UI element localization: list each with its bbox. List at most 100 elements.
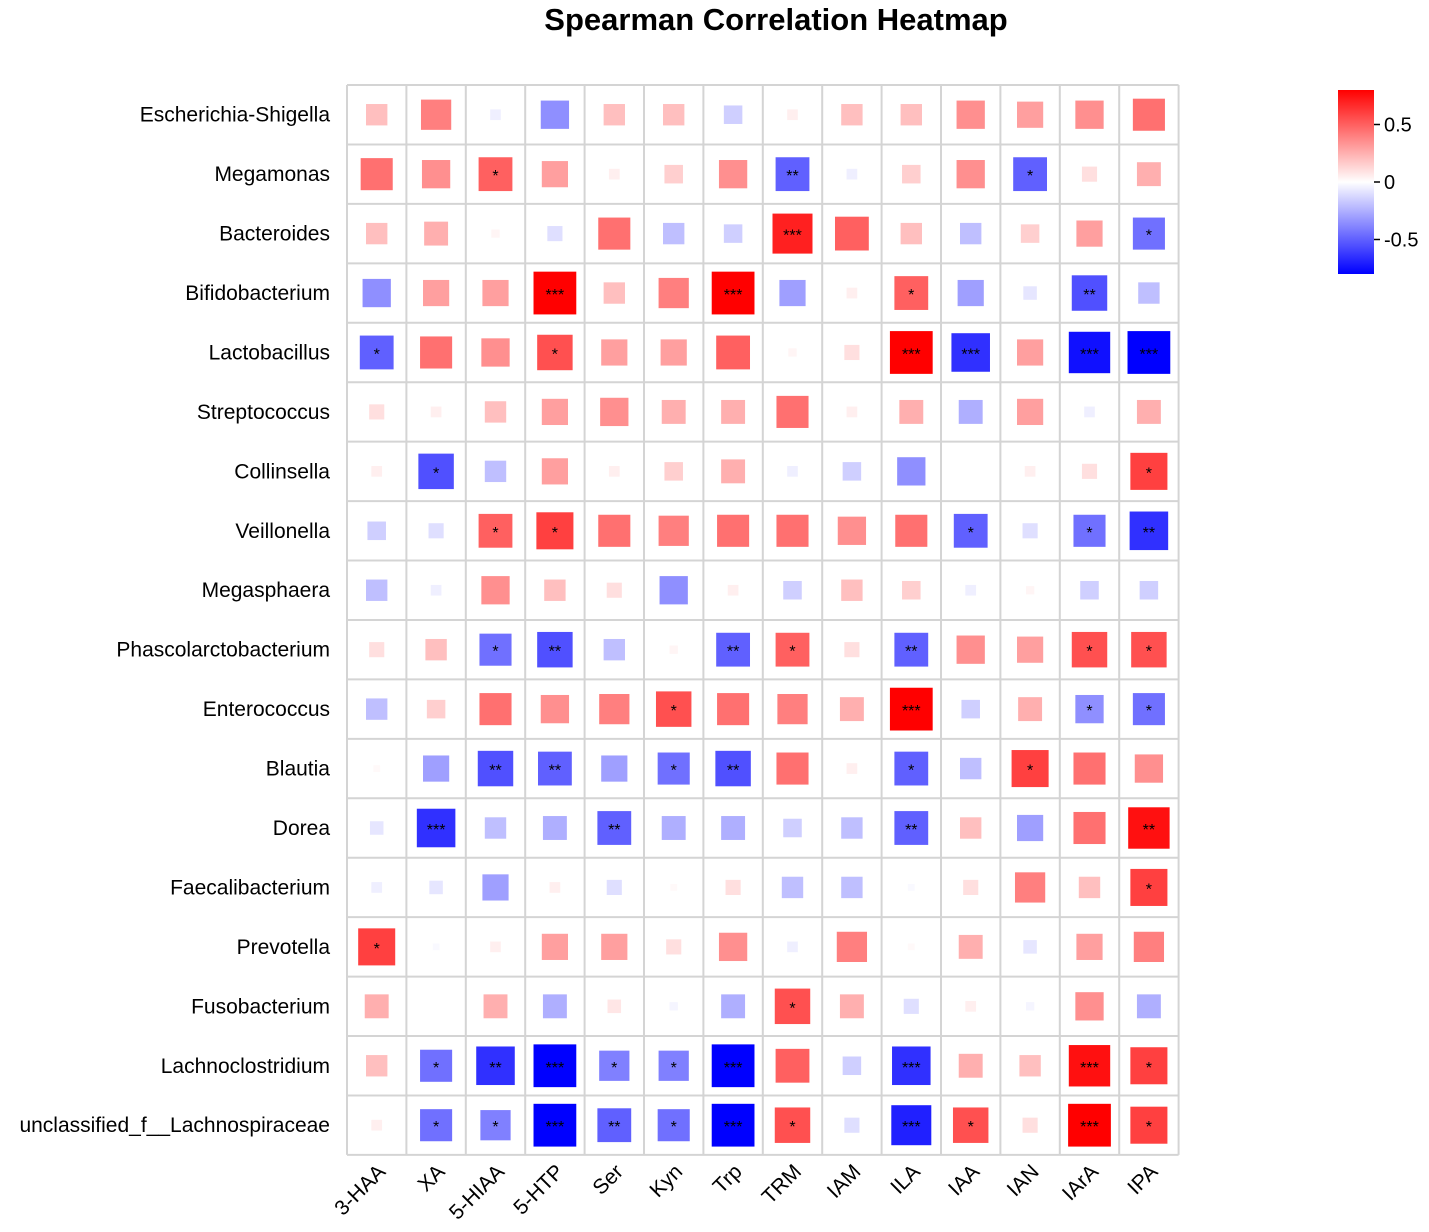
heatmap-cell xyxy=(1068,331,1111,374)
heatmap-cell xyxy=(366,579,388,601)
heatmap-cell xyxy=(1073,811,1106,845)
heatmap-cell xyxy=(597,811,632,845)
heatmap-cell xyxy=(542,816,567,840)
heatmap-cell xyxy=(837,516,867,545)
heatmap-cell xyxy=(481,576,510,605)
heatmap-cell xyxy=(1134,754,1164,783)
heatmap-cell xyxy=(894,276,929,310)
heatmap-cell xyxy=(774,988,811,1025)
column-label: 5-HIAA xyxy=(445,1160,509,1224)
heatmap-cell xyxy=(1075,100,1104,129)
significance-label: ** xyxy=(549,644,561,661)
heatmap-cell xyxy=(776,752,809,785)
heatmap-cell xyxy=(894,632,929,667)
heatmap-cell xyxy=(366,222,388,245)
heatmap-cell xyxy=(536,512,574,550)
column-label: IAN xyxy=(1003,1160,1044,1201)
heatmap-cell xyxy=(836,931,868,963)
heatmap-cell xyxy=(961,699,980,719)
heatmap-cell xyxy=(839,994,864,1019)
heatmap-cell xyxy=(364,994,389,1019)
heatmap-cell xyxy=(899,399,924,424)
heatmap-cell xyxy=(894,751,929,786)
heatmap-cell xyxy=(1084,406,1095,418)
heatmap-cell xyxy=(490,109,501,121)
significance-label: * xyxy=(789,644,795,661)
heatmap-cell xyxy=(907,943,915,951)
heatmap-cell xyxy=(598,514,631,547)
heatmap-cell xyxy=(658,1050,689,1081)
significance-label: * xyxy=(1027,168,1033,185)
significance-label: * xyxy=(492,168,498,185)
significance-label: ** xyxy=(549,763,561,780)
heatmap-cell xyxy=(1068,1103,1111,1147)
significance-label: *** xyxy=(961,346,980,363)
heatmap-cell xyxy=(1130,1047,1168,1085)
heatmap-cell xyxy=(1019,1055,1041,1077)
heatmap-cell xyxy=(1131,631,1167,668)
heatmap-cell xyxy=(369,642,385,658)
heatmap-cell xyxy=(1023,940,1037,954)
heatmap-cell xyxy=(900,104,922,126)
column-labels: 3-HAA XA5-HIAA 5-HTP Ser Kyn Trp TRM IAM ILA IAA I… xyxy=(330,1160,1162,1224)
significance-label: *** xyxy=(724,1119,743,1136)
significance-label: * xyxy=(968,525,974,542)
heatmap-cell xyxy=(481,338,510,367)
colorbar-tick-label: -0.5 xyxy=(1384,230,1418,252)
significance-label: * xyxy=(433,1060,439,1077)
heatmap-cell xyxy=(423,279,450,307)
significance-label: * xyxy=(611,1060,617,1077)
heatmap-cell xyxy=(1076,933,1103,960)
heatmap-cell xyxy=(723,224,743,243)
significance-label: * xyxy=(1146,228,1152,245)
significance-label: ** xyxy=(489,1060,501,1077)
row-label: Dorea xyxy=(273,817,331,840)
significance-label: *** xyxy=(902,346,921,363)
significance-label: * xyxy=(1146,881,1152,898)
heatmap-cell xyxy=(965,1000,977,1012)
heatmap-cell xyxy=(721,994,746,1019)
heatmap-cell xyxy=(783,580,802,600)
heatmap-cell xyxy=(775,157,810,192)
significance-label: * xyxy=(1086,525,1092,542)
significance-label: *** xyxy=(902,1119,921,1136)
row-label: Collinsella xyxy=(234,460,330,483)
heatmap-cell xyxy=(1014,872,1046,903)
heatmap-cell xyxy=(1013,157,1048,192)
significance-label: *** xyxy=(546,1119,565,1136)
significance-label: *** xyxy=(546,1060,565,1077)
heatmap-cell xyxy=(477,750,514,787)
heatmap-cell xyxy=(783,818,802,838)
heatmap-cell xyxy=(895,514,928,547)
heatmap-cell xyxy=(846,168,858,180)
heatmap-cell xyxy=(482,874,509,901)
significance-label: * xyxy=(1146,644,1152,661)
heatmap-cell xyxy=(358,928,396,966)
significance-label: ** xyxy=(786,168,798,185)
heatmap-cell xyxy=(841,104,863,126)
heatmap-cell xyxy=(362,278,391,308)
heatmap-cell xyxy=(661,816,686,840)
heatmap-cell xyxy=(663,104,685,126)
heatmap-cell xyxy=(844,642,860,658)
heatmap-cell xyxy=(903,998,919,1014)
heatmap-cell xyxy=(369,821,384,835)
heatmap-cell xyxy=(717,514,750,547)
heatmap-cell xyxy=(1071,275,1108,311)
heatmap-cell xyxy=(661,399,686,424)
heatmap-cell xyxy=(660,339,687,366)
heatmap-cell xyxy=(366,1055,388,1077)
heatmap-cell xyxy=(429,880,443,895)
heatmap-cell xyxy=(603,638,625,661)
significance-label: ** xyxy=(1083,287,1095,304)
heatmap-cell xyxy=(1080,580,1099,600)
heatmap-cell xyxy=(839,697,864,722)
heatmap-cell xyxy=(420,99,452,130)
heatmap-cell xyxy=(430,584,442,596)
heatmap-cell xyxy=(428,523,444,539)
heatmap-cell xyxy=(479,633,512,666)
significance-label: ** xyxy=(1143,525,1155,542)
heatmap-cell xyxy=(478,157,513,192)
heatmap-cell xyxy=(599,693,630,725)
significance-label: * xyxy=(1146,1119,1152,1136)
